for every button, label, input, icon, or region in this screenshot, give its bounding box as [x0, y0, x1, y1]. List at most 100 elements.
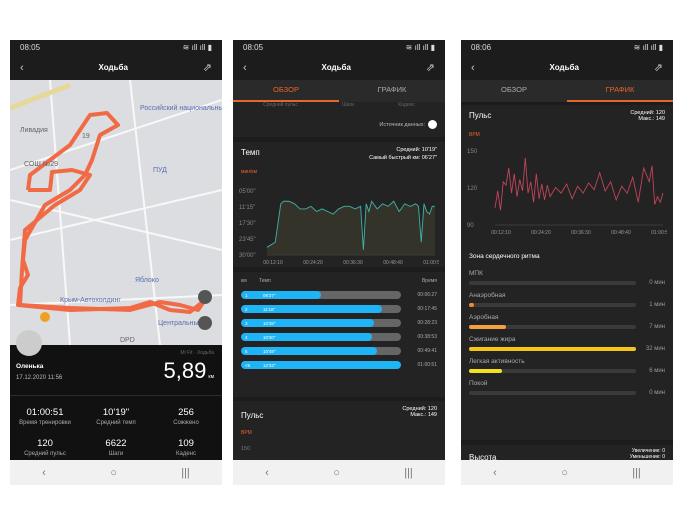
- map-pin-icon: [40, 312, 50, 322]
- header: ‹ Ходьба ⇗: [10, 55, 222, 80]
- status-bar: 08:05 ≋ ıll ıll ▮: [233, 40, 445, 55]
- stat-avg-hr: 120 Средний пульс: [24, 438, 66, 457]
- y-tick-label: 23'45": [239, 237, 256, 243]
- tab-bar: ОБЗОР ГРАФИК: [233, 80, 445, 102]
- split-row: 2 11'18" 00:17:45: [241, 302, 437, 316]
- source-label: Mi Fit · Ходьба: [180, 350, 214, 356]
- x-tick-label: 00:24:20: [303, 260, 323, 266]
- y-tick-label: 17'30": [239, 221, 256, 227]
- split-row: 1 06'27" 00:06:27: [241, 288, 437, 302]
- share-icon[interactable]: ⇗: [653, 62, 663, 74]
- share-icon[interactable]: ⇗: [425, 62, 435, 74]
- pace-avg: Средний: 10'19": [396, 147, 437, 153]
- nav-bar: ‹ ○ |||: [461, 460, 673, 485]
- zones-title: Зона сердечного ритма: [469, 253, 540, 260]
- split-bar: 5 10'48": [241, 347, 401, 355]
- y-tick-label: 11'15": [239, 205, 255, 211]
- nav-bar: ‹ ○ |||: [233, 460, 445, 485]
- x-tick-label: 00:36:30: [343, 260, 363, 266]
- nav-back-button[interactable]: ‹: [265, 466, 269, 479]
- back-icon[interactable]: ‹: [471, 61, 475, 74]
- data-source-icon[interactable]: [428, 120, 437, 129]
- series-line: [494, 157, 664, 211]
- status-time: 08:05: [243, 43, 264, 52]
- split-row: 5 10'48" 00:49:41: [241, 344, 437, 358]
- phone-overview-screen: 08:05 ≋ ıll ıll ▮ ‹ Ходьба ⇗ ОБЗОР ГРАФИК Ср…: [233, 40, 445, 485]
- status-bar: 08:05 ≋ ıll ıll ▮: [10, 40, 222, 55]
- split-row: 4 10'30" 00:38:53: [241, 330, 437, 344]
- pace-fastest: Самый быстрый км: 06'27": [369, 155, 437, 161]
- hr-zones-section: Зона сердечного ритма МПК 0 мин Анаэробная…: [461, 245, 673, 440]
- y-tick-label: 30'00": [239, 253, 256, 259]
- split-bar: 2 11'18": [241, 305, 401, 313]
- map-label: СОШ №29: [24, 161, 58, 168]
- zone-bar: [469, 347, 636, 351]
- tab-bar: ОБЗОР ГРАФИК: [461, 80, 673, 102]
- nav-home-button[interactable]: ○: [561, 466, 568, 479]
- pulse-section: Пульс Средний: 120 Макс.: 149 BPM 150: [233, 401, 445, 461]
- pace-title: Темп: [241, 148, 260, 157]
- data-source-section: Средний пульс Шаги Каденс Источник данных:: [233, 102, 445, 137]
- nav-recents-button[interactable]: |||: [632, 466, 641, 479]
- stat-steps: 6622 Шаги: [105, 438, 127, 457]
- tab-chart[interactable]: ГРАФИК: [377, 85, 407, 94]
- stat-calories: 256 Сожжено: [173, 407, 199, 426]
- altitude-title: Высота: [469, 453, 497, 462]
- nav-back-button[interactable]: ‹: [42, 466, 46, 479]
- y-tick-label: 120: [467, 186, 478, 192]
- status-icons: ≋ ıll ıll ▮: [182, 43, 212, 52]
- back-icon[interactable]: ‹: [20, 61, 24, 74]
- split-row: 3 10'38" 00:28:23: [241, 316, 437, 330]
- nav-home-button[interactable]: ○: [333, 466, 340, 479]
- status-bar: 08:06 ≋ ıll ıll ▮: [461, 40, 673, 55]
- pulse-title: Пульс: [469, 111, 492, 120]
- pace-chart: 05'00" 11'15" 17'30" 23'45" 30'00" 00:12:10 00…: [239, 189, 439, 266]
- x-tick-label: 00:36:30: [571, 230, 591, 236]
- workout-datetime: 17.12.2020 11:56: [16, 375, 63, 381]
- status-icons: ≋ ıll ıll ▮: [633, 43, 663, 52]
- status-time: 08:06: [471, 43, 492, 52]
- splits-section: км Темп Время 1 06'27" 00:06:27 2 11'18" 00:17:…: [233, 272, 445, 397]
- zone-bar: [469, 325, 636, 329]
- route-map[interactable]: Российский национальный Ливадия 19 СОШ №…: [10, 79, 222, 346]
- x-tick-label: 00:24:20: [531, 230, 551, 236]
- tab-chart[interactable]: ГРАФИК: [567, 80, 673, 102]
- map-label: Ливадия: [20, 127, 48, 134]
- nav-home-button[interactable]: ○: [110, 466, 117, 479]
- page-title: Ходьба: [321, 63, 351, 72]
- pulse-unit: BPM: [469, 132, 480, 138]
- header: ‹ Ходьба ⇗: [461, 55, 673, 80]
- nav-recents-button[interactable]: |||: [181, 466, 190, 479]
- avatar[interactable]: [16, 330, 42, 356]
- map-layer-button[interactable]: [198, 290, 212, 304]
- y-tick-label: 05'00": [239, 189, 256, 195]
- user-name: Оленька: [16, 363, 44, 370]
- y-tick-label: 150: [467, 149, 478, 155]
- tab-overview[interactable]: ОБЗОР: [501, 85, 527, 94]
- map-label: Российский национальный: [140, 104, 222, 112]
- split-bar: 3 10'38": [241, 319, 401, 327]
- phone-chart-screen: 08:06 ≋ ıll ıll ▮ ‹ Ходьба ⇗ ОБЗОР ГРАФИК Пу…: [461, 40, 673, 485]
- stat-avg-pace: 10'19" Средний темп: [96, 407, 136, 426]
- y-tick-label: 90: [467, 223, 474, 229]
- status-time: 08:05: [20, 43, 41, 52]
- hr-zone: Анаэробная 1 мин: [469, 292, 665, 308]
- hr-zone: Сжигание жира 32 мин: [469, 336, 665, 352]
- data-source-label: Источник данных:: [379, 121, 425, 128]
- map-view-button[interactable]: [198, 316, 212, 330]
- summary-panel: Оленька 17.12.2020 11:56 Mi Fit · Ходьба…: [10, 330, 222, 460]
- nav-back-button[interactable]: ‹: [493, 466, 497, 479]
- zone-bar: [469, 281, 636, 285]
- distance-unit: км: [208, 374, 214, 380]
- hr-zone: Аэробная 7 мин: [469, 314, 665, 330]
- back-icon[interactable]: ‹: [243, 61, 247, 74]
- nav-recents-button[interactable]: |||: [404, 466, 413, 479]
- pace-area: [267, 201, 435, 255]
- map-label: ПУД: [153, 167, 167, 174]
- share-icon[interactable]: ⇗: [202, 62, 212, 74]
- map-label: Центральный: [158, 319, 203, 327]
- map-label: Яблоко: [135, 276, 159, 284]
- status-icons: ≋ ıll ıll ▮: [405, 43, 435, 52]
- tab-overview[interactable]: ОБЗОР: [233, 80, 339, 102]
- page-title: Ходьба: [98, 63, 128, 72]
